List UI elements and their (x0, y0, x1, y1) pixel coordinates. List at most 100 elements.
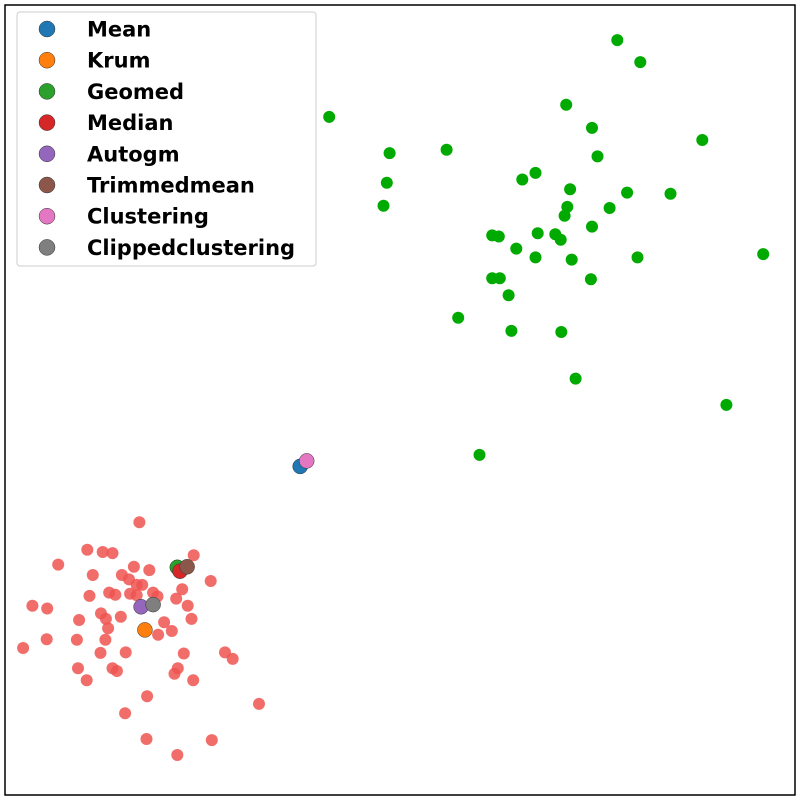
malicious-point (158, 616, 171, 629)
benign-point (621, 186, 634, 199)
benign-point (720, 398, 733, 411)
malicious-point (72, 662, 84, 675)
legend-marker-trimmedmean (38, 176, 56, 194)
benign-point (586, 121, 598, 134)
legend-label-trimmedmean: Trimmedmean (87, 174, 255, 198)
malicious-point (119, 646, 132, 659)
legend-marker-geomed (38, 83, 56, 100)
benign-point (634, 56, 647, 69)
legend-item-median: Median (38, 111, 174, 135)
malicious-point (130, 589, 143, 602)
benign-point (564, 183, 577, 196)
malicious-point (165, 625, 178, 637)
malicious-point (127, 560, 140, 573)
malicious-point (187, 549, 200, 562)
malicious-point (73, 614, 86, 626)
malicious-point (204, 575, 217, 587)
legend-item-clippedclustering: Clippedclustering (38, 236, 295, 260)
malicious-point (133, 516, 146, 529)
legend-label-autogm: Autogm (87, 142, 180, 166)
malicious-point (52, 558, 65, 571)
malicious-point (143, 564, 156, 577)
legend-marker-krum (38, 51, 56, 69)
legend-item-mean: Mean (38, 18, 151, 42)
malicious-point (94, 646, 107, 659)
benign-point (452, 311, 465, 324)
benign-point (502, 289, 515, 302)
legend-marker-clustering (38, 207, 56, 225)
malicious-point (99, 633, 112, 646)
legend-label-median: Median (87, 111, 174, 135)
malicious-points (17, 516, 265, 761)
malicious-point (170, 592, 183, 605)
malicious-point (99, 612, 112, 625)
clippedclustering-point (145, 596, 161, 613)
malicious-point (205, 734, 218, 747)
malicious-point (41, 602, 54, 615)
legend-box (16, 11, 317, 267)
benign-point (492, 230, 505, 243)
legend-label-mean: Mean (87, 18, 151, 42)
legend-marker-autogm (38, 145, 56, 163)
legend-marker-median (38, 114, 56, 131)
clustering-point (298, 453, 315, 469)
benign-point (565, 253, 578, 266)
benign-point (383, 147, 396, 160)
legend: Mean Krum Geomed Median Autogm Trimmedmean Clu… (16, 11, 317, 267)
benign-point (586, 220, 598, 233)
malicious-point (185, 612, 198, 625)
malicious-point (141, 690, 154, 703)
benign-point (584, 273, 597, 286)
malicious-point (102, 622, 115, 635)
benign-point (531, 227, 544, 240)
benign-point (560, 98, 573, 111)
legend-label-clustering: Clustering (87, 205, 209, 229)
benign-point (473, 448, 486, 461)
benign-points (323, 34, 770, 461)
malicious-point (17, 642, 30, 654)
malicious-point (181, 599, 194, 612)
benign-point (380, 176, 393, 189)
benign-point (558, 209, 571, 222)
benign-point (529, 166, 542, 179)
krum-point (137, 622, 153, 638)
benign-point (603, 202, 616, 214)
malicious-point (96, 546, 109, 558)
malicious-point (81, 543, 94, 556)
malicious-point (130, 578, 143, 591)
benign-point (631, 251, 644, 264)
malicious-point (176, 583, 189, 596)
aggregator-points (133, 453, 315, 638)
benign-point (516, 173, 529, 186)
legend-item-autogm: Autogm (38, 142, 180, 166)
benign-point (440, 143, 453, 156)
benign-point (529, 251, 542, 264)
legend-label-krum: Krum (87, 49, 150, 73)
legend-marker-mean (38, 20, 56, 38)
malicious-point (70, 633, 83, 646)
malicious-point (114, 610, 127, 623)
legend-item-krum: Krum (38, 49, 150, 73)
benign-point (510, 242, 523, 255)
legend-item-clustering: Clustering (38, 205, 209, 229)
benign-point (696, 134, 709, 146)
malicious-point (106, 547, 119, 560)
malicious-point (86, 569, 99, 581)
benign-point (591, 150, 604, 163)
benign-point (569, 372, 582, 385)
benign-point (505, 324, 518, 337)
malicious-point (253, 697, 265, 710)
legend-item-trimmedmean: Trimmedmean (38, 174, 255, 198)
malicious-point (187, 674, 200, 687)
malicious-point (177, 647, 190, 660)
malicious-point (140, 733, 153, 745)
malicious-point (83, 589, 96, 602)
malicious-point (168, 667, 181, 680)
benign-point (664, 187, 677, 200)
malicious-point (110, 665, 123, 677)
benign-point (377, 199, 390, 212)
benign-point (555, 326, 568, 338)
malicious-point (152, 628, 165, 641)
malicious-point (226, 652, 239, 665)
